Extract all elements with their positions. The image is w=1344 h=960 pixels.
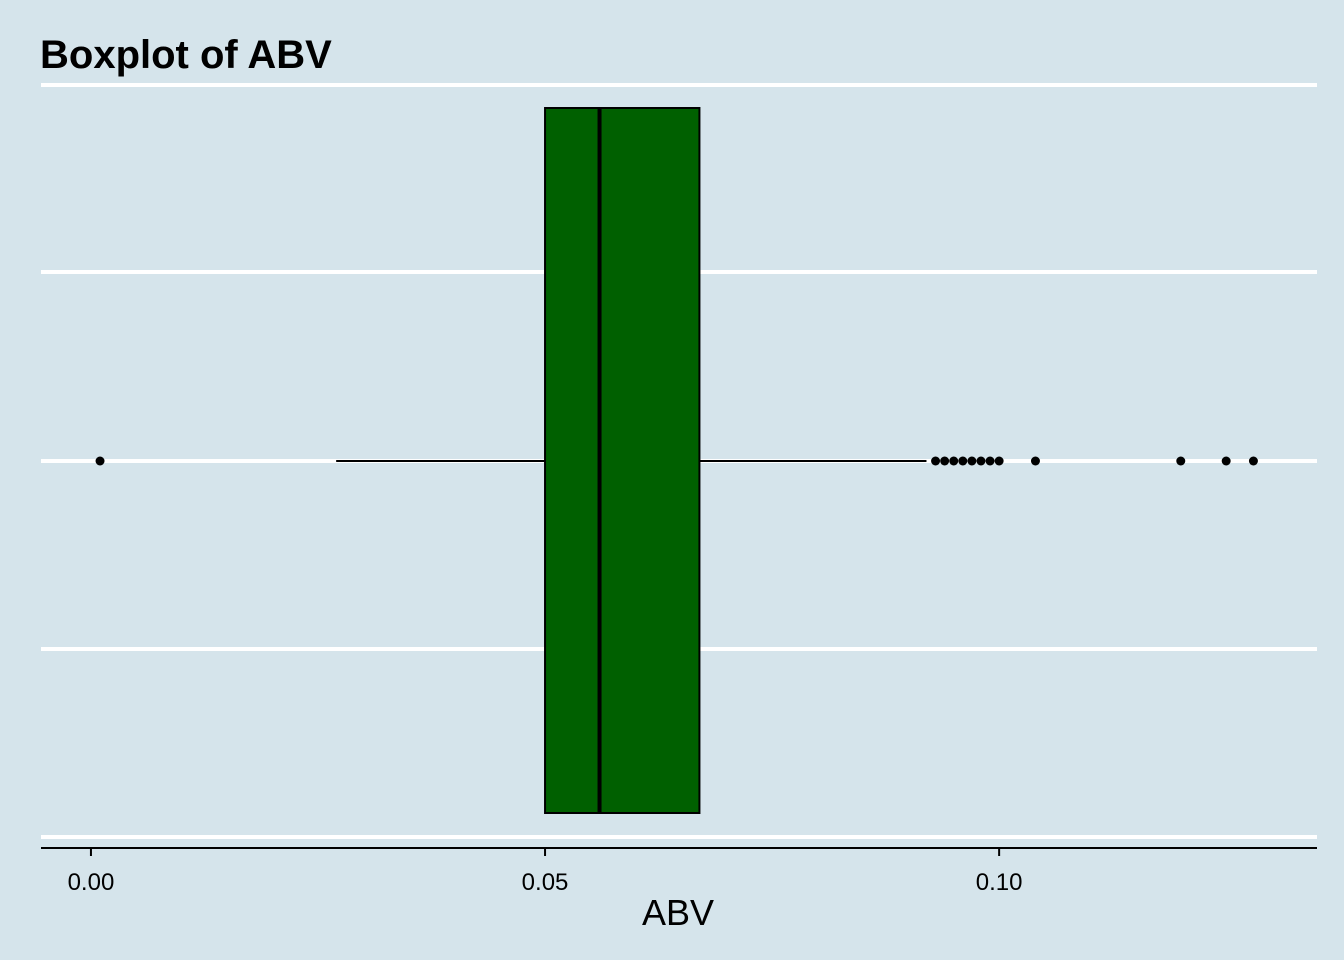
x-axis: 0.00 0.05 0.10 xyxy=(41,847,1317,896)
box xyxy=(544,107,701,814)
box-iqr xyxy=(544,107,701,814)
outlier-point-12 xyxy=(1248,456,1258,466)
x-tick-label-0: 0.00 xyxy=(68,869,115,896)
outlier-point-8 xyxy=(994,456,1004,466)
chart-title: Boxplot of ABV xyxy=(40,33,332,77)
outlier-point-6 xyxy=(976,456,986,466)
outlier-point-4 xyxy=(958,456,968,466)
outlier-point-2 xyxy=(940,456,950,466)
outlier-point-9 xyxy=(1030,456,1040,466)
outlier-point-0 xyxy=(95,456,105,466)
x-tick-label-1: 0.05 xyxy=(522,869,569,896)
outlier-point-5 xyxy=(967,456,977,466)
x-tick-label-2: 0.10 xyxy=(976,869,1023,896)
outlier-point-10 xyxy=(1176,456,1186,466)
x-axis-title: ABV xyxy=(642,892,714,933)
outlier-point-11 xyxy=(1221,456,1231,466)
outlier-point-3 xyxy=(949,456,959,466)
outlier-point-7 xyxy=(985,456,995,466)
outlier-point-1 xyxy=(931,456,941,466)
outliers xyxy=(95,456,1258,466)
